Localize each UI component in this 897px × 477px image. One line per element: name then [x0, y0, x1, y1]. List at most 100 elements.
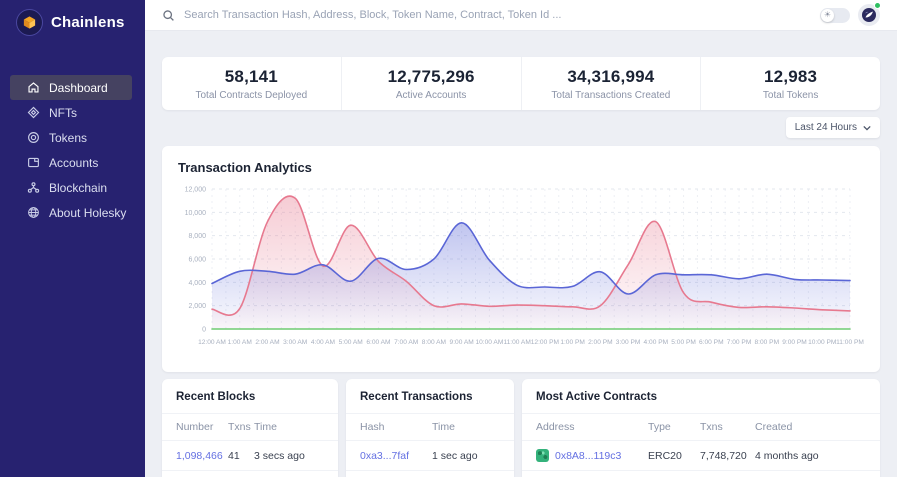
- stat-value: 34,316,994: [567, 66, 655, 86]
- stat-label: Total Tokens: [762, 89, 819, 101]
- nft-icon: [26, 106, 40, 120]
- table-cell: ERC20: [648, 449, 682, 462]
- stat-label: Total Contracts Deployed: [195, 89, 308, 101]
- recent-transactions-table: Hash Time 0xa3...7faf 1 sec ago: [346, 414, 514, 471]
- svg-text:5:00 PM: 5:00 PM: [671, 339, 696, 346]
- sidebar-item-tokens[interactable]: Tokens: [10, 125, 132, 150]
- logo[interactable]: Chainlens: [0, 0, 145, 45]
- svg-text:6:00 PM: 6:00 PM: [699, 339, 724, 346]
- svg-text:10:00 PM: 10:00 PM: [808, 339, 836, 346]
- svg-text:8,000: 8,000: [188, 233, 206, 240]
- cards-row: Recent Blocks Number Txns Time 1,098,466 41 3…: [162, 379, 880, 477]
- analytics-chart: 0 2,000 4,000 6,000 8,000 10,000 12,000 12:00 A…: [185, 187, 864, 347]
- column-header: Time: [254, 421, 277, 433]
- network-logo-icon: [862, 8, 876, 22]
- stat-total-transactions: 34,316,994 Total Transactions Created: [520, 57, 701, 110]
- svg-text:4:00 AM: 4:00 AM: [311, 339, 335, 346]
- time-range-dropdown[interactable]: Last 24 Hours: [785, 117, 880, 138]
- table-header-row: Hash Time: [346, 414, 514, 441]
- svg-text:8:00 AM: 8:00 AM: [422, 339, 446, 346]
- content: 58,141 Total Contracts Deployed 12,775,2…: [145, 31, 897, 477]
- sidebar: Chainlens Dashboard NFTs Tokens: [0, 0, 145, 477]
- sidebar-item-label: About Holesky: [49, 205, 127, 220]
- time-range-label: Last 24 Hours: [794, 122, 857, 133]
- svg-text:12:00 PM: 12:00 PM: [531, 339, 559, 346]
- theme-toggle[interactable]: ☀: [820, 7, 850, 23]
- search-input[interactable]: [184, 9, 812, 21]
- search-icon: [162, 9, 175, 22]
- sidebar-item-label: NFTs: [49, 105, 77, 120]
- table-cell: 4 months ago: [755, 449, 819, 462]
- column-header: Address: [536, 421, 575, 433]
- stat-label: Total Transactions Created: [551, 89, 671, 101]
- table-cell: 7,748,720: [700, 449, 747, 462]
- stat-value: 12,775,296: [387, 66, 475, 86]
- card-title: Most Active Contracts: [522, 379, 880, 414]
- table-row: 1,098,466 41 3 secs ago: [162, 441, 338, 471]
- cube-icon: [23, 16, 36, 29]
- sun-icon: ☀: [821, 8, 834, 22]
- stat-active-accounts: 12,775,296 Active Accounts: [340, 57, 521, 110]
- filter-row: Last 24 Hours: [162, 117, 880, 138]
- sidebar-item-dashboard[interactable]: Dashboard: [10, 75, 132, 100]
- avatar[interactable]: [858, 2, 881, 26]
- column-header: Number: [176, 421, 214, 433]
- card-title: Recent Blocks: [162, 379, 338, 414]
- stat-total-contracts: 58,141 Total Contracts Deployed: [162, 57, 341, 110]
- chainlens-logo-icon: [16, 9, 43, 36]
- table-cell: 1 sec ago: [432, 449, 478, 462]
- column-header: Type: [648, 421, 671, 433]
- column-header: Time: [432, 421, 455, 433]
- sidebar-item-label: Tokens: [49, 130, 88, 145]
- svg-text:12,000: 12,000: [185, 187, 207, 194]
- sidebar-item-nfts[interactable]: NFTs: [10, 100, 132, 125]
- analytics-title: Transaction Analytics: [178, 160, 312, 175]
- stat-label: Active Accounts: [395, 89, 467, 101]
- tokens-icon: [26, 131, 40, 145]
- table-cell: 3 secs ago: [254, 449, 305, 462]
- contract-identicon-icon: [536, 449, 549, 462]
- topbar: ☀: [145, 0, 897, 31]
- app-title: Chainlens: [51, 14, 125, 31]
- svg-text:9:00 PM: 9:00 PM: [782, 339, 807, 346]
- sidebar-item-about-holesky[interactable]: About Holesky: [10, 200, 132, 225]
- table-link[interactable]: 1,098,466: [176, 449, 223, 462]
- blockchain-icon: [26, 181, 40, 195]
- sidebar-item-label: Accounts: [49, 155, 99, 170]
- column-header: Created: [755, 421, 793, 433]
- accounts-icon: [26, 156, 40, 170]
- chevron-down-icon: [863, 125, 871, 131]
- stat-value: 12,983: [764, 66, 818, 86]
- table-row: 0x8A8...119c3 ERC20 7,748,720 4 months ago: [522, 441, 880, 471]
- most-active-contracts-card: Most Active Contracts Address Type Txns Cre…: [522, 379, 880, 477]
- svg-text:11:00 AM: 11:00 AM: [503, 339, 530, 346]
- svg-text:10:00 AM: 10:00 AM: [475, 339, 503, 346]
- most-active-contracts-table: Address Type Txns Created 0x8A8...119c3 ERC20…: [522, 414, 880, 471]
- sidebar-nav: Dashboard NFTs Tokens Accounts: [0, 75, 145, 225]
- sidebar-item-accounts[interactable]: Accounts: [10, 150, 132, 175]
- main-area: ☀ 58,141 Total Contracts Deployed 12: [145, 0, 897, 477]
- search-bar[interactable]: [162, 9, 812, 22]
- svg-text:6:00 AM: 6:00 AM: [366, 339, 390, 346]
- table-link[interactable]: 0xa3...7faf: [360, 449, 410, 462]
- recent-blocks-card: Recent Blocks Number Txns Time 1,098,466 41 3…: [162, 379, 338, 477]
- sidebar-item-blockchain[interactable]: Blockchain: [10, 175, 132, 200]
- svg-text:2,000: 2,000: [188, 303, 206, 310]
- svg-text:12:00 AM: 12:00 AM: [198, 339, 226, 346]
- svg-text:11:00 PM: 11:00 PM: [836, 339, 864, 346]
- svg-text:9:00 AM: 9:00 AM: [450, 339, 474, 346]
- column-header: Txns: [228, 421, 251, 433]
- table-link[interactable]: 0x8A8...119c3: [536, 449, 648, 462]
- svg-text:1:00 PM: 1:00 PM: [560, 339, 585, 346]
- sidebar-item-label: Dashboard: [49, 80, 108, 95]
- table-header-row: Number Txns Time: [162, 414, 338, 441]
- column-header: Hash: [360, 421, 385, 433]
- svg-text:2:00 AM: 2:00 AM: [255, 339, 279, 346]
- svg-text:10,000: 10,000: [185, 210, 207, 217]
- globe-icon: [26, 206, 40, 220]
- svg-text:4:00 PM: 4:00 PM: [644, 339, 669, 346]
- svg-text:1:00 AM: 1:00 AM: [228, 339, 252, 346]
- home-icon: [26, 81, 40, 95]
- card-title: Recent Transactions: [346, 379, 514, 414]
